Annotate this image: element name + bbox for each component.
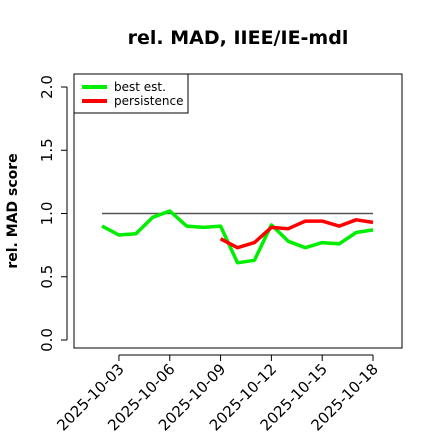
- legend-box: [73, 73, 189, 114]
- series-line-best-est: [101, 209, 374, 265]
- legend-label-persistence: persistence: [114, 94, 183, 108]
- y-tick-label: 0.5: [38, 265, 56, 289]
- y-axis-label: rel. MAD score: [5, 153, 21, 268]
- y-tick-label: 0.0: [38, 328, 56, 352]
- y-tick-label: 1.5: [38, 138, 56, 162]
- x-axis: 2025-10-032025-10-062025-10-092025-10-12…: [53, 354, 382, 434]
- y-axis: 0.0 0.5 1.0 1.5 2.0: [38, 75, 68, 352]
- legend: best est. persistence: [73, 73, 189, 114]
- legend-label-best-est: best est.: [114, 80, 166, 94]
- y-tick-label: 1.0: [38, 202, 56, 226]
- series-line-persistence: [219, 218, 374, 250]
- chart-title: rel. MAD, IIEE/IE-mdl: [128, 27, 349, 49]
- series-layer: [101, 209, 374, 265]
- y-tick-label: 2.0: [38, 75, 56, 99]
- plot-area: [73, 73, 403, 349]
